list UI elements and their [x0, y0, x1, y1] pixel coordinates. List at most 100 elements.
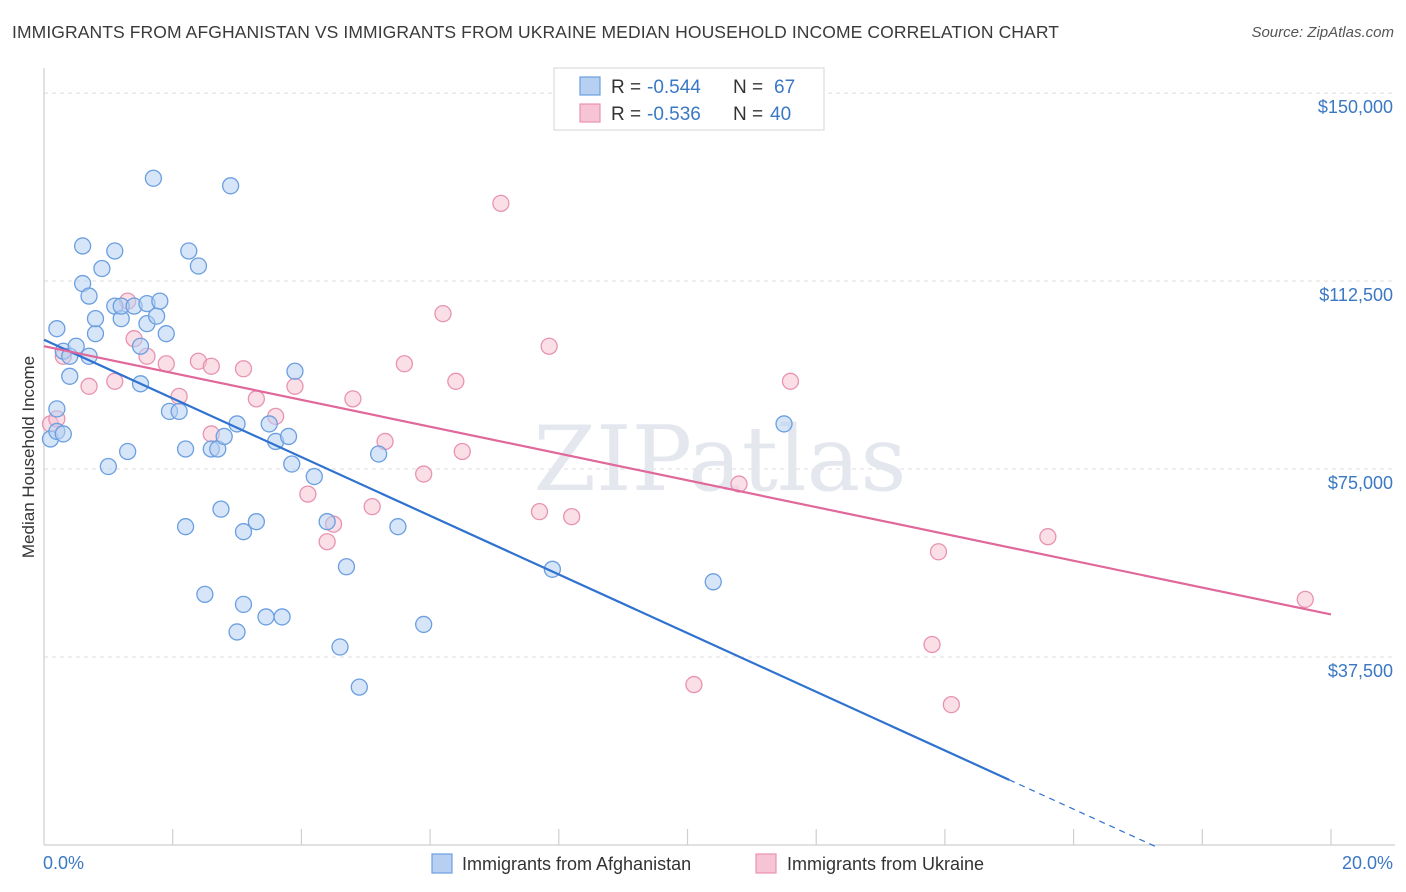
ukraine-point-37 — [1039, 528, 1057, 546]
afghanistan-point-4 — [48, 320, 66, 338]
afghanistan-point-37 — [196, 585, 214, 604]
ukraine-point-38 — [1296, 590, 1314, 609]
afghanistan-point-30 — [157, 325, 175, 343]
watermark: ZIPatlas — [533, 407, 906, 512]
ukraine-point-28 — [530, 502, 549, 521]
legend-r-label-ukraine: R = — [611, 104, 641, 125]
legend-n-value-afghanistan: 67 — [774, 77, 795, 98]
ukraine-point-26 — [453, 442, 471, 461]
afghanistan-point-42 — [221, 177, 240, 195]
ukraine-point-23 — [415, 465, 433, 483]
afghanistan-point-34 — [176, 518, 195, 536]
afghanistan-point-43 — [228, 623, 246, 641]
chart-source: Source: ZipAtlas.com — [1251, 24, 1394, 41]
legend-swatch-afghanistan — [579, 76, 601, 96]
afghanistan-point-62 — [415, 615, 433, 634]
legend-box: R = -0.544 N = 67 R = -0.536 N = 40 — [553, 67, 825, 131]
ukraine-point-22 — [395, 355, 414, 373]
bottom-legend-swatch-ukraine — [755, 853, 777, 874]
legend-n-value-ukraine: 40 — [770, 104, 791, 125]
afghanistan-point-56 — [318, 513, 336, 531]
trendline-afghanistan — [43, 338, 1010, 781]
ukraine-point-3 — [106, 372, 124, 390]
ukraine-point-11 — [202, 357, 220, 375]
afghanistan-point-15 — [93, 259, 111, 278]
afghanistan-point-48 — [257, 608, 275, 626]
afghanistan-point-53 — [283, 455, 301, 473]
afghanistan-point-60 — [369, 445, 388, 463]
ukraine-point-31 — [685, 675, 703, 694]
legend-n-label-afghanistan: N = — [733, 77, 763, 98]
x-tick-label-min: 0.0% — [43, 853, 84, 873]
axes — [43, 68, 1395, 846]
afghanistan-point-18 — [106, 242, 124, 260]
legend-n-label-ukraine: N = — [733, 104, 763, 125]
trendlines — [43, 338, 1332, 848]
legend-r-value-ukraine: -0.536 — [647, 104, 701, 125]
ukraine-point-12 — [234, 360, 253, 378]
afghanistan-point-16 — [99, 457, 117, 476]
ukraine-point-7 — [157, 355, 175, 373]
y-tick-labels: $37,500 $75,000 $112,500 $150,000 — [1318, 97, 1393, 681]
bottom-legend-label-ukraine: Immigrants from Ukraine — [787, 854, 984, 874]
afghanistan-point-11 — [80, 287, 98, 305]
afghanistan-point-61 — [389, 518, 407, 536]
ukraine-point-13 — [247, 390, 266, 408]
afghanistan-point-49 — [260, 415, 278, 433]
ukraine-point-29 — [540, 337, 558, 355]
afghanistan-point-21 — [119, 442, 137, 461]
afghanistan-point-64 — [704, 573, 722, 591]
bottom-legend-label-afghanistan: Immigrants from Afghanistan — [462, 854, 691, 874]
ukraine-point-25 — [447, 372, 465, 390]
afghanistan-point-32 — [170, 402, 188, 421]
legend-r-label-afghanistan: R = — [611, 77, 641, 98]
chart-title: IMMIGRANTS FROM AFGHANISTAN VS IMMIGRANT… — [12, 22, 1060, 42]
ukraine-point-17 — [318, 533, 336, 551]
afghanistan-point-59 — [350, 678, 368, 696]
ukraine-point-35 — [929, 543, 948, 561]
bottom-legend: Immigrants from Afghanistan Immigrants f… — [431, 853, 984, 874]
ukraine-point-16 — [299, 485, 317, 503]
y-axis-label: Median Household Income — [19, 356, 38, 558]
legend-swatch-ukraine — [579, 103, 601, 123]
x-tick-label-max: 20.0% — [1342, 853, 1393, 873]
y-tick-label-2: $112,500 — [1319, 285, 1393, 305]
afghanistan-point-33 — [176, 440, 195, 458]
legend-r-value-afghanistan: -0.544 — [647, 77, 701, 98]
series-afghanistan-points — [41, 169, 793, 696]
trendline-afghanistan-extension — [1009, 779, 1158, 848]
ukraine-point-36 — [942, 695, 960, 714]
ukraine-point-19 — [344, 390, 362, 408]
y-tick-label-0: $37,500 — [1328, 661, 1393, 681]
afghanistan-point-28 — [147, 307, 166, 325]
afghanistan-point-29 — [151, 292, 169, 310]
afghanistan-point-2 — [48, 400, 66, 418]
afghanistan-point-52 — [279, 427, 298, 446]
afghanistan-point-58 — [337, 558, 356, 576]
ukraine-point-27 — [492, 194, 510, 212]
ukraine-point-24 — [434, 304, 452, 323]
afghanistan-point-7 — [61, 367, 79, 385]
ukraine-point-20 — [363, 497, 381, 516]
x-ticks — [172, 829, 1332, 845]
afghanistan-point-3 — [54, 425, 72, 443]
afghanistan-point-10 — [73, 237, 92, 255]
ukraine-point-15 — [286, 377, 304, 395]
y-tick-label-3: $150,000 — [1318, 97, 1393, 117]
ukraine-point-2 — [80, 377, 98, 395]
ukraine-point-30 — [563, 508, 581, 526]
afghanistan-point-23 — [131, 337, 150, 355]
afghanistan-point-14 — [86, 309, 105, 328]
afghanistan-point-27 — [144, 169, 163, 187]
afghanistan-point-55 — [305, 467, 323, 486]
afghanistan-point-41 — [215, 427, 233, 446]
afghanistan-point-46 — [234, 595, 253, 614]
bottom-legend-swatch-afghanistan — [431, 853, 453, 874]
afghanistan-point-57 — [331, 638, 349, 656]
afghanistan-point-36 — [189, 257, 208, 275]
afghanistan-point-35 — [180, 242, 198, 260]
afghanistan-point-51 — [273, 608, 291, 626]
trendline-ukraine — [43, 345, 1332, 616]
ukraine-point-34 — [923, 635, 941, 654]
afghanistan-point-47 — [247, 513, 266, 531]
